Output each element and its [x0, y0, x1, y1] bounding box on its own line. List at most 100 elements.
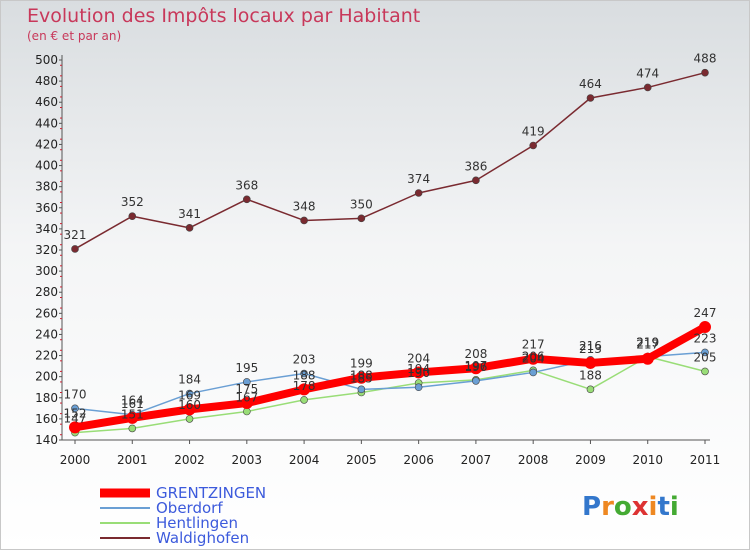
data-point-grentzingen — [584, 356, 597, 369]
data-label-grentzingen: 152 — [64, 406, 87, 420]
data-label-waldighofen: 352 — [121, 195, 144, 209]
logo-letter: P — [582, 492, 601, 522]
data-label-grentzingen: 208 — [464, 347, 487, 361]
data-label-hentlingen: 205 — [694, 350, 717, 364]
y-tick-label: 200 — [35, 370, 58, 384]
data-label-waldighofen: 374 — [407, 172, 430, 186]
data-label-waldighofen: 348 — [293, 199, 316, 213]
data-label-hentlingen: 178 — [293, 379, 316, 393]
data-label-oberdorf: 170 — [64, 387, 87, 401]
data-label-hentlingen: 147 — [64, 412, 87, 426]
data-label-oberdorf: 188 — [350, 368, 373, 382]
data-point-grentzingen — [469, 362, 482, 375]
data-label-grentzingen: 199 — [350, 357, 373, 371]
data-point-waldighofen — [414, 189, 423, 197]
data-point-oberdorf — [529, 368, 537, 377]
data-point-hentlingen — [128, 424, 137, 433]
data-point-waldighofen — [71, 245, 79, 253]
data-point-grentzingen — [298, 383, 311, 396]
data-point-waldighofen — [586, 94, 595, 102]
data-point-grentzingen — [240, 397, 253, 410]
axes: 140 160 180 200 220 240 260 280 300 320 340 360 380 4… — [35, 53, 720, 467]
x-tick-label: 2006 — [403, 453, 434, 467]
data-point-hentlingen — [185, 415, 194, 423]
y-tick-label: 300 — [35, 264, 58, 278]
data-label-waldighofen: 341 — [178, 207, 201, 221]
data-label-hentlingen: 194 — [407, 362, 430, 376]
data-label-oberdorf: 216 — [579, 339, 602, 353]
data-label-oberdorf: 203 — [293, 353, 316, 367]
y-tick-label: 360 — [35, 201, 58, 215]
data-label-oberdorf: 204 — [522, 351, 545, 365]
x-tick-label: 2002 — [174, 453, 205, 467]
data-point-oberdorf — [243, 378, 251, 386]
data-label-hentlingen: 167 — [235, 391, 258, 405]
data-label-grentzingen: 175 — [235, 382, 258, 396]
data-label-waldighofen: 488 — [694, 52, 717, 66]
data-point-hentlingen — [300, 396, 308, 404]
y-tick-label: 480 — [35, 74, 58, 88]
data-label-hentlingen: 219 — [636, 336, 659, 350]
data-point-grentzingen — [527, 352, 540, 365]
data-point-waldighofen — [357, 214, 366, 223]
data-point-waldighofen — [128, 212, 137, 221]
data-point-grentzingen — [412, 366, 425, 379]
data-point-waldighofen — [643, 83, 652, 92]
data-label-hentlingen: 151 — [121, 407, 144, 421]
data-label-waldighofen: 321 — [64, 228, 87, 242]
data-label-oberdorf: 164 — [121, 394, 144, 408]
data-point-grentzingen — [641, 352, 654, 365]
y-tick-label: 260 — [35, 306, 58, 320]
chart-title: Evolution des Impôts locaux par Habitant — [27, 5, 420, 27]
y-tick-label: 380 — [35, 180, 58, 194]
data-point-waldighofen — [529, 141, 537, 150]
x-tick-label: 2010 — [632, 453, 663, 467]
series-line-waldighofen — [74, 71, 706, 250]
x-tick-label: 2001 — [117, 453, 148, 467]
data-label-grentzingen: 161 — [121, 397, 144, 411]
data-point-waldighofen — [243, 195, 251, 204]
data-label-waldighofen: 368 — [235, 178, 258, 192]
data-point-oberdorf — [357, 385, 366, 394]
data-point-waldighofen — [472, 176, 480, 185]
y-tick-label: 280 — [35, 285, 58, 299]
logo-letter: x — [632, 492, 649, 522]
data-point-grentzingen — [699, 321, 711, 334]
x-tick-label: 2003 — [232, 453, 263, 467]
data-label-oberdorf: 195 — [235, 361, 258, 375]
data-label-oberdorf: 184 — [178, 373, 201, 387]
data-label-hentlingen: 188 — [579, 368, 602, 382]
logo-letter: i — [649, 492, 658, 522]
data-label-hentlingen: 185 — [350, 372, 373, 386]
x-tick-label: 2005 — [346, 453, 377, 467]
data-label-grentzingen: 247 — [694, 306, 717, 320]
legend-label-hentlingen: Hentlingen — [156, 514, 238, 532]
data-label-waldighofen: 350 — [350, 197, 373, 211]
y-tick-label: 180 — [35, 391, 58, 405]
data-label-hentlingen: 206 — [522, 349, 545, 363]
logo-letter: o — [614, 492, 632, 522]
logo-letter: r — [601, 492, 614, 522]
legend-label-oberdorf: Oberdorf — [156, 499, 223, 517]
data-label-oberdorf: 219 — [636, 336, 659, 350]
y-tick-label: 160 — [35, 412, 58, 426]
logo-letter: i — [670, 492, 679, 522]
data-label-waldighofen: 419 — [522, 125, 545, 139]
chart-subtitle: (en € et par an) — [27, 29, 121, 43]
data-point-grentzingen — [355, 371, 368, 384]
data-label-waldighofen: 386 — [464, 159, 487, 173]
data-point-oberdorf — [71, 404, 79, 413]
x-tick-label: 2004 — [289, 453, 320, 467]
data-label-grentzingen: 217 — [636, 338, 659, 352]
data-point-grentzingen — [183, 403, 196, 416]
data-point-oberdorf — [185, 389, 194, 398]
data-point-waldighofen — [701, 68, 709, 77]
logo-letter: t — [657, 492, 669, 522]
data-point-waldighofen — [185, 224, 194, 232]
data-label-grentzingen: 188 — [293, 368, 316, 382]
data-point-grentzingen — [126, 411, 139, 424]
series-line-hentlingen — [74, 355, 706, 434]
data-label-waldighofen: 464 — [579, 77, 602, 91]
